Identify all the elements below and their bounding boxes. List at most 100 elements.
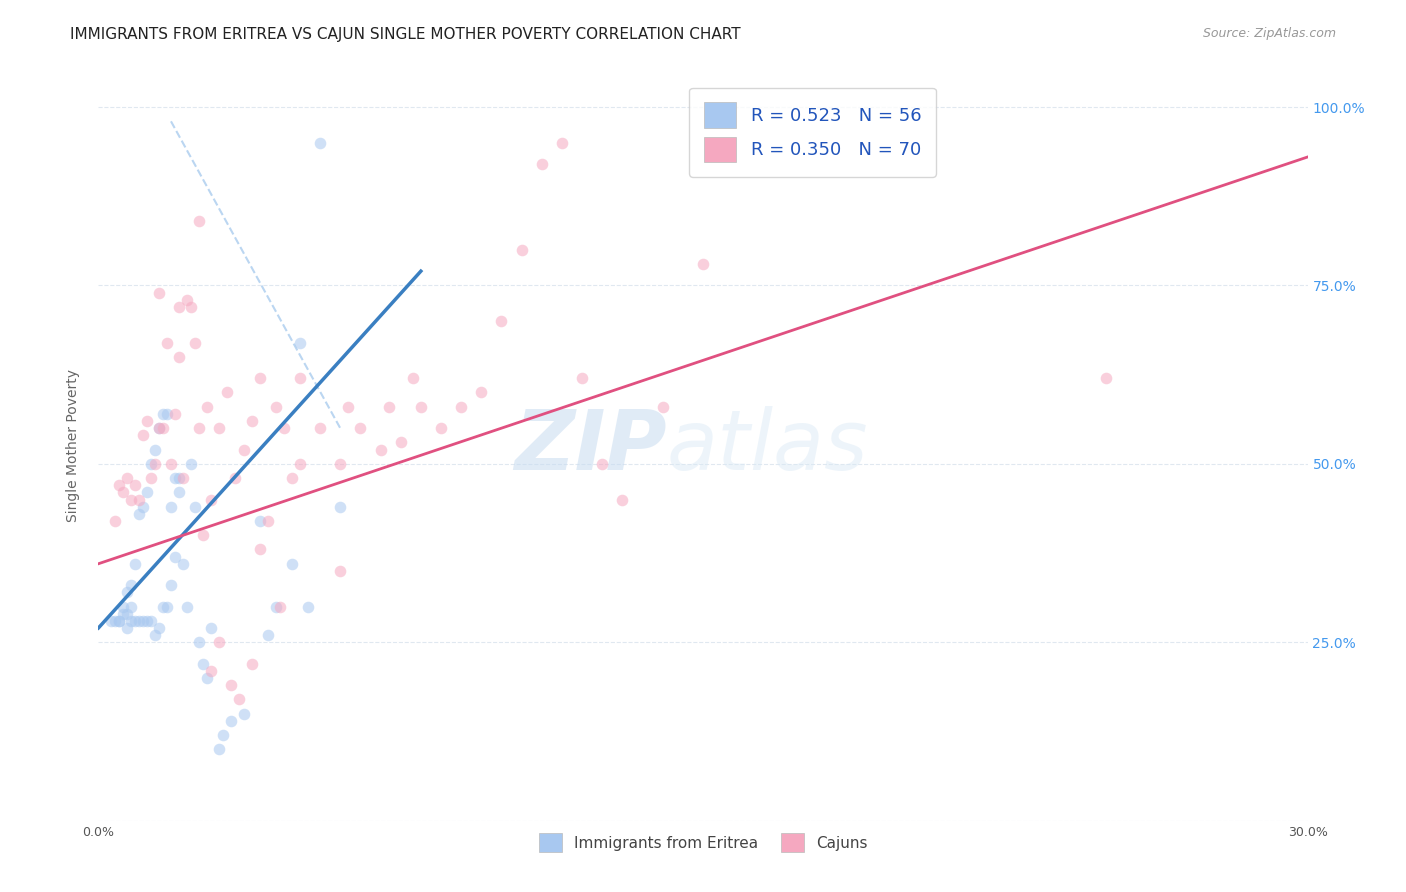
Point — [188, 635, 211, 649]
Point — [337, 400, 360, 414]
Point — [100, 614, 122, 628]
Point — [208, 742, 231, 756]
Point — [612, 492, 634, 507]
Point — [329, 564, 352, 578]
Point — [281, 557, 304, 571]
Point — [124, 478, 146, 492]
Point — [309, 136, 332, 150]
Point — [156, 407, 179, 421]
Point — [128, 492, 150, 507]
Point — [200, 664, 222, 678]
Point — [370, 442, 392, 457]
Point — [228, 692, 250, 706]
Point — [135, 485, 157, 500]
Point — [148, 621, 170, 635]
Point — [128, 614, 150, 628]
Point — [172, 557, 194, 571]
Point — [128, 507, 150, 521]
Point — [269, 599, 291, 614]
Point — [148, 421, 170, 435]
Point — [402, 371, 425, 385]
Point — [188, 214, 211, 228]
Point — [193, 657, 215, 671]
Point — [249, 542, 271, 557]
Point — [115, 621, 138, 635]
Point — [377, 400, 399, 414]
Point — [176, 599, 198, 614]
Point — [163, 549, 186, 564]
Point — [217, 385, 239, 400]
Point — [240, 657, 263, 671]
Point — [120, 614, 142, 628]
Point — [167, 485, 190, 500]
Text: ZIP: ZIP — [515, 406, 666, 486]
Point — [240, 414, 263, 428]
Point — [115, 607, 138, 621]
Point — [172, 471, 194, 485]
Point — [120, 599, 142, 614]
Point — [232, 442, 254, 457]
Point — [288, 371, 311, 385]
Point — [249, 514, 271, 528]
Point — [288, 457, 311, 471]
Point — [530, 157, 553, 171]
Point — [491, 314, 513, 328]
Point — [288, 335, 311, 350]
Point — [651, 400, 673, 414]
Point — [329, 500, 352, 514]
Point — [184, 500, 207, 514]
Y-axis label: Single Mother Poverty: Single Mother Poverty — [66, 369, 80, 523]
Point — [167, 350, 190, 364]
Point — [152, 407, 174, 421]
Point — [571, 371, 593, 385]
Point — [309, 421, 332, 435]
Point — [160, 457, 183, 471]
Point — [180, 457, 202, 471]
Point — [148, 285, 170, 300]
Point — [143, 457, 166, 471]
Point — [120, 492, 142, 507]
Point — [450, 400, 472, 414]
Point — [160, 500, 183, 514]
Point — [115, 585, 138, 599]
Point — [139, 614, 162, 628]
Point — [281, 471, 304, 485]
Point — [264, 599, 287, 614]
Point — [120, 578, 142, 592]
Point — [329, 457, 352, 471]
Point — [143, 442, 166, 457]
Point — [297, 599, 319, 614]
Point — [107, 614, 129, 628]
Point — [591, 457, 613, 471]
Point — [389, 435, 412, 450]
Point — [212, 728, 235, 742]
Point — [249, 371, 271, 385]
Legend: Immigrants from Eritrea, Cajuns: Immigrants from Eritrea, Cajuns — [533, 827, 873, 858]
Point — [163, 471, 186, 485]
Point — [156, 335, 179, 350]
Point — [132, 500, 155, 514]
Point — [221, 678, 243, 692]
Point — [111, 607, 134, 621]
Point — [200, 492, 222, 507]
Point — [132, 614, 155, 628]
Point — [184, 335, 207, 350]
Point — [111, 599, 134, 614]
Point — [221, 714, 243, 728]
Point — [470, 385, 492, 400]
Point — [256, 628, 278, 642]
Text: Source: ZipAtlas.com: Source: ZipAtlas.com — [1202, 27, 1336, 40]
Point — [430, 421, 453, 435]
Point — [232, 706, 254, 721]
Point — [139, 471, 162, 485]
Point — [107, 478, 129, 492]
Point — [132, 428, 155, 442]
Point — [115, 471, 138, 485]
Point — [124, 614, 146, 628]
Point — [1095, 371, 1118, 385]
Point — [135, 614, 157, 628]
Point — [107, 614, 129, 628]
Point — [148, 421, 170, 435]
Point — [135, 414, 157, 428]
Point — [160, 578, 183, 592]
